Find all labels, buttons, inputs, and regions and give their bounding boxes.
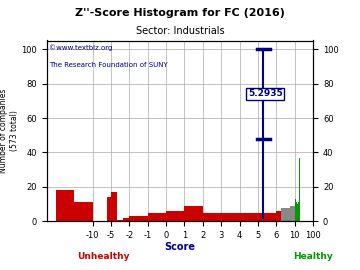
Text: Unhealthy: Unhealthy: [77, 252, 130, 261]
Bar: [239, 213, 258, 221]
Bar: [276, 211, 281, 221]
Bar: [107, 197, 111, 221]
Y-axis label: Number of companies
(573 total): Number of companies (573 total): [0, 89, 19, 173]
Text: ©www.textbiz.org: ©www.textbiz.org: [49, 44, 113, 51]
Bar: [123, 218, 129, 221]
Bar: [258, 213, 276, 221]
Text: Healthy: Healthy: [293, 252, 333, 261]
Text: Z''-Score Histogram for FC (2016): Z''-Score Histogram for FC (2016): [75, 8, 285, 18]
Bar: [203, 213, 221, 221]
Bar: [111, 192, 117, 221]
Bar: [56, 190, 74, 221]
Bar: [129, 216, 148, 221]
Bar: [281, 208, 285, 221]
Bar: [290, 206, 294, 221]
Bar: [166, 211, 184, 221]
Text: Sector: Industrials: Sector: Industrials: [136, 26, 224, 36]
Bar: [117, 220, 123, 221]
Bar: [184, 206, 203, 221]
Text: The Research Foundation of SUNY: The Research Foundation of SUNY: [49, 62, 168, 68]
Bar: [221, 213, 239, 221]
Text: 5.2935: 5.2935: [248, 89, 283, 98]
Bar: [148, 213, 166, 221]
Bar: [285, 208, 290, 221]
X-axis label: Score: Score: [165, 241, 195, 252]
Bar: [74, 202, 93, 221]
